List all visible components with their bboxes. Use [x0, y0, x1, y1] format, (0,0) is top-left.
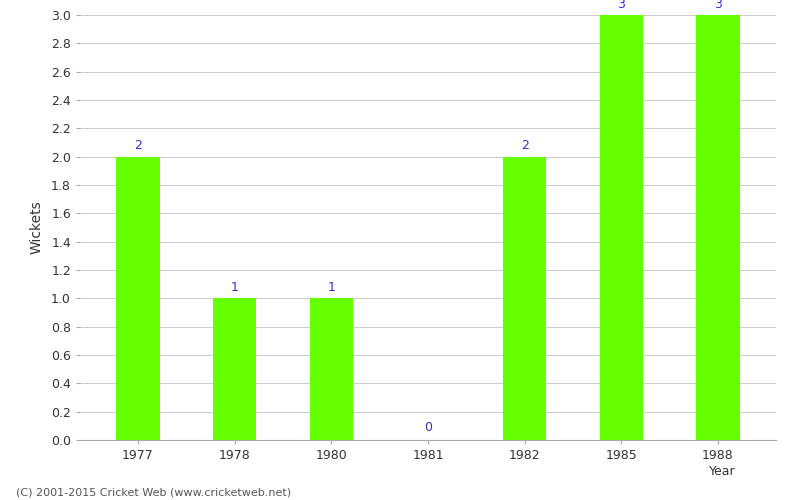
Text: Year: Year — [710, 465, 736, 478]
Text: (C) 2001-2015 Cricket Web (www.cricketweb.net): (C) 2001-2015 Cricket Web (www.cricketwe… — [16, 488, 291, 498]
Bar — [599, 15, 643, 440]
Bar — [116, 156, 160, 440]
Text: 3: 3 — [618, 0, 626, 11]
Text: 1: 1 — [327, 281, 335, 294]
Bar — [310, 298, 353, 440]
Text: 2: 2 — [134, 140, 142, 152]
Y-axis label: Wickets: Wickets — [30, 200, 44, 254]
Text: 3: 3 — [714, 0, 722, 11]
Text: 0: 0 — [424, 422, 432, 434]
Text: 2: 2 — [521, 140, 529, 152]
Bar — [503, 156, 546, 440]
Bar — [213, 298, 257, 440]
Bar — [696, 15, 740, 440]
Text: 1: 1 — [230, 281, 238, 294]
